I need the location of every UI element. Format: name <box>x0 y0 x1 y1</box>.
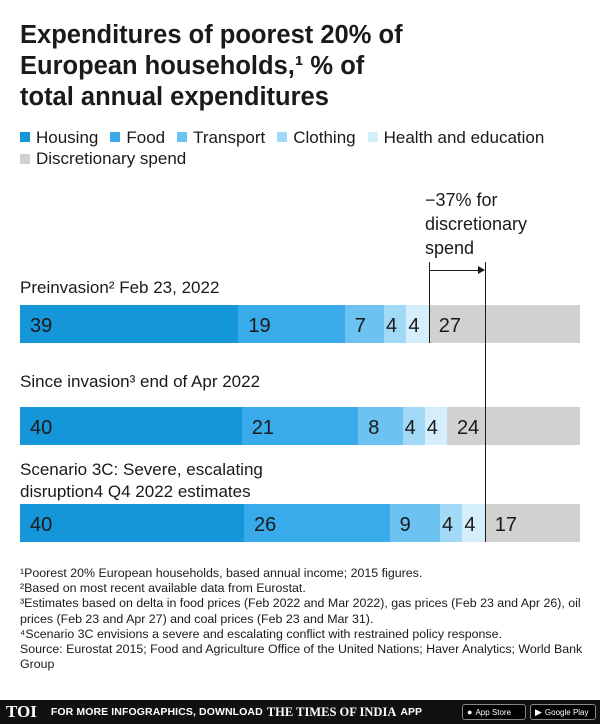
change-arrow-head <box>478 266 485 274</box>
app-store-label: App Store <box>475 707 512 717</box>
legend-label: Transport <box>193 127 266 147</box>
annotation-line: discretionary <box>425 214 528 234</box>
bar-segment: 24 <box>446 407 580 445</box>
bar-segment: 9 <box>389 504 440 542</box>
bar-segment: 17 <box>484 504 580 542</box>
footer-bar: TOI FOR MORE INFOGRAPHICS, DOWNLOAD THE … <box>0 700 600 724</box>
footer-brand: THE TIMES OF INDIA <box>266 704 397 719</box>
data-label: 26 <box>254 513 277 536</box>
category-label: Preinvasion² Feb 23, 2022 <box>20 277 320 299</box>
google-play-badge[interactable]: ▶ Google Play <box>530 704 596 720</box>
category-label-line: disruption4 Q4 2022 estimates <box>20 482 251 501</box>
legend-label: Housing <box>36 127 99 147</box>
bar-segment: 21 <box>241 407 359 445</box>
chart-legend: Housing Food Transport Clothing Health and e… <box>20 126 580 169</box>
legend-item: Discretionary spend <box>20 148 186 169</box>
data-label: 17 <box>494 513 518 536</box>
legend-label: Clothing <box>293 127 356 147</box>
footnote: ⁴Scenario 3C envisions a severe and esca… <box>20 626 502 641</box>
bar-segment: 8 <box>358 407 403 445</box>
bar-segment: 4 <box>383 305 407 343</box>
legend-swatch <box>20 132 30 142</box>
bar-segment: 4 <box>406 305 429 343</box>
data-label: 4 <box>404 416 416 439</box>
category-label-line: Since invasion³ end of Apr 2022 <box>20 372 261 391</box>
bar-segment: 4 <box>462 504 485 542</box>
stacked-bar: 40 26 9 4 4 17 <box>20 504 580 542</box>
data-label: 7 <box>354 314 366 337</box>
bar-segment: 4 <box>439 504 463 542</box>
annotation-line: −37% for <box>425 190 498 210</box>
data-label: 4 <box>464 513 476 536</box>
legend-item: Food <box>110 127 165 148</box>
source-note: Source: Eurostat 2015; Food and Agricult… <box>20 642 583 672</box>
category-label: Since invasion³ end of Apr 2022 <box>20 371 320 393</box>
data-label: 21 <box>251 416 275 439</box>
bar-segment: 40 <box>20 407 242 445</box>
change-arrow-line <box>429 270 479 271</box>
legend-item: Health and education <box>367 127 545 148</box>
scenario-reference-line <box>485 262 486 542</box>
preinvasion-reference-line <box>429 262 430 343</box>
chart-title-line: Expenditures of poorest 20% of <box>20 21 403 49</box>
data-label: 40 <box>30 416 53 439</box>
discretionary-annotation: −37% for discretionary spend <box>425 188 575 260</box>
legend-label: Food <box>126 127 166 147</box>
annotation-line: spend <box>425 238 475 258</box>
legend-swatch <box>277 132 288 142</box>
chart-title: Expenditures of poorest 20% of European … <box>20 20 580 113</box>
bar-segment: 4 <box>424 407 447 445</box>
footnote: ²Based on most recent available data fro… <box>20 581 306 596</box>
legend-swatch <box>20 153 30 164</box>
category-label-line: Scenario 3C: Severe, escalating <box>20 460 263 479</box>
data-label: 19 <box>248 314 271 337</box>
bar-segment: 26 <box>244 504 390 542</box>
footnotes: ¹Poorest 20% European households, based … <box>20 566 585 672</box>
app-store-badge[interactable]: ● App Store <box>462 704 526 720</box>
toi-logo: TOI <box>6 702 37 721</box>
data-label: 39 <box>30 314 53 337</box>
data-label: 40 <box>30 513 53 536</box>
category-label-line: Preinvasion² Feb 23, 2022 <box>20 278 220 297</box>
bar-segment: 39 <box>20 305 239 343</box>
legend-item: Housing <box>20 127 98 148</box>
footnote: ³Estimates based on delta in food prices… <box>20 596 581 626</box>
play-icon: ▶ <box>535 706 542 717</box>
bar-segment: 7 <box>344 305 384 343</box>
data-label: 4 <box>441 513 454 536</box>
data-label: 4 <box>408 314 420 337</box>
chart-title-line: European households,¹ % of <box>20 52 365 80</box>
category-label: Scenario 3C: Severe, escalating disruptio… <box>20 459 320 503</box>
bar-segment: 4 <box>402 407 425 445</box>
stacked-bar: 40 21 8 4 4 24 <box>20 407 580 445</box>
bar-segment: 40 <box>20 504 244 542</box>
legend-swatch <box>367 132 378 142</box>
apple-icon: ● <box>467 707 473 717</box>
legend-item: Transport <box>177 127 265 148</box>
chart-title-line: total annual expenditures <box>20 83 329 111</box>
footer-app: APP <box>400 706 422 718</box>
legend-label: Health and education <box>383 127 545 147</box>
legend-swatch <box>110 132 121 142</box>
data-label: 4 <box>385 314 398 337</box>
data-label: 9 <box>399 513 411 536</box>
footer-text: FOR MORE INFOGRAPHICS, DOWNLOAD <box>50 706 263 718</box>
google-play-label: Google Play <box>544 707 589 717</box>
footnote: ¹Poorest 20% European households, based … <box>20 566 423 580</box>
bar-segment: 27 <box>428 305 580 343</box>
data-label: 24 <box>456 416 480 439</box>
legend-label: Discretionary spend <box>36 149 187 168</box>
legend-swatch <box>177 132 188 142</box>
stacked-bar: 39 19 7 4 4 27 <box>20 305 580 343</box>
data-label: 4 <box>426 416 438 439</box>
bar-segment: 19 <box>238 305 345 343</box>
data-label: 27 <box>438 314 461 337</box>
legend-item: Clothing <box>277 127 356 148</box>
data-label: 8 <box>368 416 380 439</box>
